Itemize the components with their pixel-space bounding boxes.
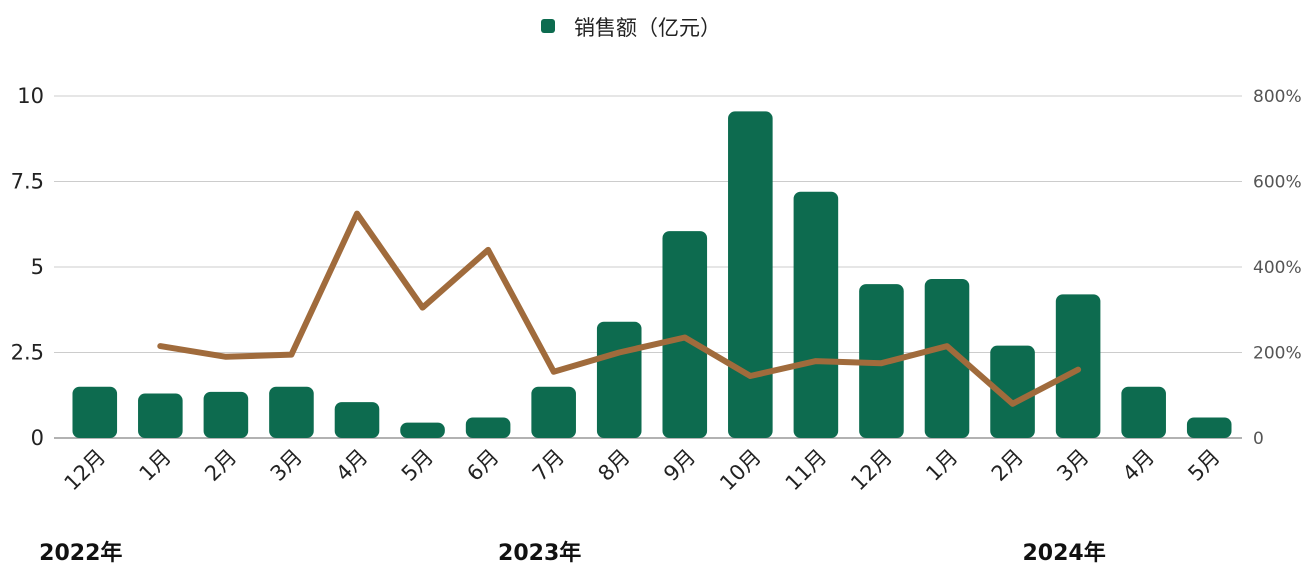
line-series bbox=[157, 210, 1082, 407]
bar bbox=[203, 391, 249, 438]
bar bbox=[596, 321, 642, 438]
legend: 销售额（亿元） bbox=[541, 16, 721, 40]
x-tick-label: 12月 bbox=[846, 445, 897, 496]
bar bbox=[72, 386, 118, 438]
y-left-tick-label: 7.5 bbox=[11, 170, 44, 194]
gridlines bbox=[54, 95, 1242, 439]
x-tick-label: 11月 bbox=[781, 445, 832, 496]
x-tick-label: 4月 bbox=[1118, 445, 1159, 486]
y-left-tick-label: 0 bbox=[31, 426, 44, 450]
bar bbox=[990, 345, 1035, 438]
y-right-tick-label: 600% bbox=[1253, 173, 1302, 193]
x-tick-label: 10月 bbox=[715, 445, 766, 496]
year-label: 2024年 bbox=[1022, 540, 1105, 566]
x-tick-label: 9月 bbox=[659, 445, 700, 486]
year-labels: 2022年 2023年 2024年 bbox=[39, 540, 1106, 566]
y-left-tick-label: 10 bbox=[17, 84, 44, 108]
y-axis-right: 0 200% 400% 600% 800% bbox=[1253, 87, 1302, 449]
legend-swatch-sales bbox=[541, 19, 555, 33]
y-axis-left: 0 2.5 5 7.5 10 bbox=[11, 84, 44, 450]
x-tick-label: 6月 bbox=[462, 445, 503, 486]
year-label: 2023年 bbox=[498, 540, 581, 566]
bar bbox=[1186, 417, 1232, 438]
x-tick-label: 3月 bbox=[266, 445, 307, 486]
x-tick-label: 1月 bbox=[135, 445, 176, 486]
y-left-tick-label: 2.5 bbox=[11, 341, 44, 365]
line-path bbox=[157, 210, 1082, 407]
x-tick-label: 2月 bbox=[987, 445, 1028, 486]
legend-label-sales: 销售额（亿元） bbox=[574, 16, 721, 40]
y-right-tick-label: 0 bbox=[1253, 429, 1264, 449]
x-tick-label: 8月 bbox=[593, 445, 634, 486]
x-tick-label: 4月 bbox=[331, 445, 372, 486]
bar bbox=[334, 402, 380, 438]
bar bbox=[1121, 386, 1166, 438]
y-right-tick-label: 800% bbox=[1253, 87, 1302, 107]
y-right-tick-label: 400% bbox=[1253, 258, 1302, 278]
x-axis: 12月 1月 2月 3月 4月 5月 6月 7月 8月 9月 10月 11月 12月 1月 2月 3月 4月 5月 bbox=[60, 445, 1225, 496]
x-tick-label: 7月 bbox=[528, 445, 569, 486]
y-right-tick-label: 200% bbox=[1253, 344, 1302, 364]
bar bbox=[269, 386, 314, 438]
bar bbox=[531, 386, 576, 438]
bar bbox=[728, 111, 773, 438]
bar bbox=[793, 191, 839, 438]
x-tick-label: 2月 bbox=[200, 445, 241, 486]
bar bbox=[138, 393, 183, 438]
bar bbox=[1055, 294, 1101, 438]
x-tick-label: 12月 bbox=[60, 445, 111, 496]
bar bbox=[465, 417, 511, 438]
x-tick-label: 5月 bbox=[397, 445, 438, 486]
x-tick-label: 3月 bbox=[1052, 445, 1093, 486]
y-left-tick-label: 5 bbox=[31, 255, 44, 279]
x-tick-label: 1月 bbox=[921, 445, 962, 486]
bar bbox=[924, 278, 970, 438]
bar-series bbox=[72, 111, 1232, 438]
bar bbox=[400, 422, 445, 438]
x-tick-label: 5月 bbox=[1183, 445, 1224, 486]
year-label: 2022年 bbox=[39, 540, 122, 566]
